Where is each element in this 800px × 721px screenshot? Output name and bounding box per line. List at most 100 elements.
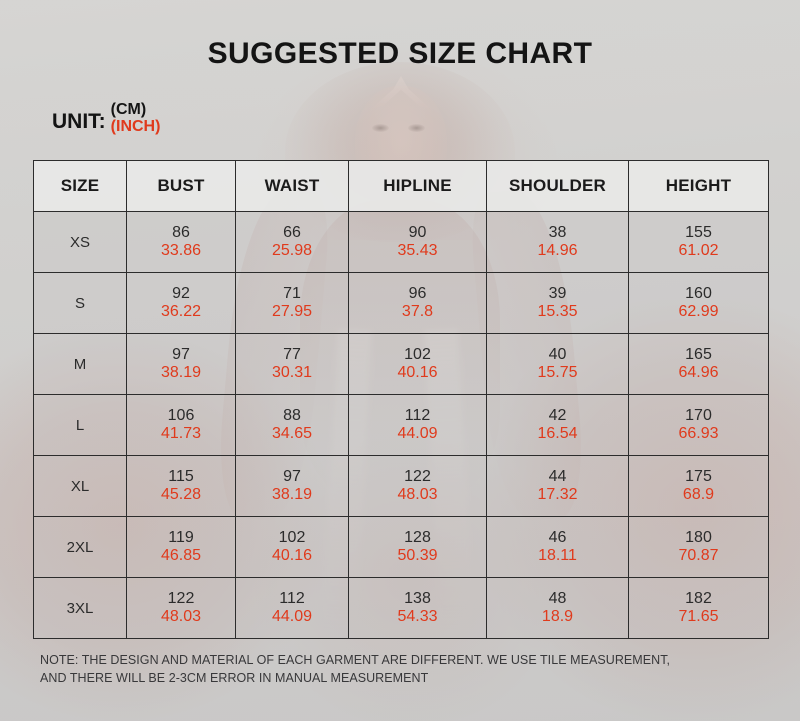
cell-bust: 115 45.28 xyxy=(126,455,236,517)
value-cm: 182 xyxy=(685,590,712,608)
cell-height: 180 70.87 xyxy=(628,516,769,578)
cell-size: M xyxy=(33,333,127,395)
value-cm: 97 xyxy=(283,468,301,486)
value-cm: 88 xyxy=(283,407,301,425)
unit-label: UNIT: xyxy=(52,109,106,133)
note-line-2: AND THERE WILL BE 2-3CM ERROR IN MANUAL … xyxy=(40,671,429,686)
page-title: SUGGESTED SIZE CHART xyxy=(207,37,593,70)
value-cm: 155 xyxy=(685,224,712,242)
value-inch: 41.73 xyxy=(160,425,202,442)
cell-height: 182 71.65 xyxy=(628,577,769,639)
cell-size: 2XL xyxy=(33,516,127,578)
value-cm: 92 xyxy=(172,285,190,303)
value-cm: 97 xyxy=(172,346,190,364)
value-cm: 46 xyxy=(548,529,567,547)
table-row: M 97 38.19 77 30.31 102 40.16 40 xyxy=(33,333,769,395)
background-figure-eye-left xyxy=(372,124,389,132)
value-cm: 180 xyxy=(685,529,712,547)
table-row: L 106 41.73 88 34.65 112 44.09 42 xyxy=(33,394,769,456)
table-row: 3XL 122 48.03 112 44.09 138 54.33 48 xyxy=(33,577,769,639)
value-cm: 102 xyxy=(278,529,306,547)
value-inch: 36.22 xyxy=(160,303,202,320)
cell-bust: 97 38.19 xyxy=(126,333,236,395)
value-inch: 62.99 xyxy=(678,303,719,320)
cell-bust: 119 46.85 xyxy=(126,516,236,578)
value-cm: 40 xyxy=(548,346,567,364)
value-cm: 170 xyxy=(685,407,712,425)
value-cm: 77 xyxy=(283,346,301,364)
value-cm: 86 xyxy=(172,224,190,242)
cell-bust: 122 48.03 xyxy=(126,577,236,639)
value-inch: 25.98 xyxy=(271,242,313,259)
value-cm: 90 xyxy=(408,224,427,242)
value-inch: 44.09 xyxy=(271,608,313,625)
value-inch: 38.19 xyxy=(271,486,313,503)
cell-size: 3XL xyxy=(33,577,127,639)
value-inch: 61.02 xyxy=(678,242,719,259)
value-inch: 40.16 xyxy=(397,364,438,381)
value-cm: 71 xyxy=(283,285,301,303)
table-row: S 92 36.22 71 27.95 96 37.8 39 xyxy=(33,272,769,334)
value-cm: 102 xyxy=(404,346,431,364)
value-inch: 48.03 xyxy=(160,608,202,625)
value-cm: 115 xyxy=(168,468,194,486)
value-cm: 96 xyxy=(408,285,427,303)
value-cm: 175 xyxy=(685,468,712,486)
table-row: XL 115 45.28 97 38.19 122 48.03 44 xyxy=(33,455,769,517)
background-figure-crown xyxy=(370,76,432,110)
value-cm: 165 xyxy=(685,346,712,364)
value-inch: 35.43 xyxy=(397,242,438,259)
cell-waist: 66 25.98 xyxy=(235,211,349,273)
cell-height: 165 64.96 xyxy=(628,333,769,395)
cell-hipline: 122 48.03 xyxy=(348,455,487,517)
column-header-hipline: HIPLINE xyxy=(348,160,487,212)
value-inch: 44.09 xyxy=(397,425,438,442)
measurement-note: NOTE: THE DESIGN AND MATERIAL OF EACH GA… xyxy=(40,651,760,687)
unit-cm-label: (CM) xyxy=(110,101,147,118)
value-inch: 40.16 xyxy=(271,547,313,564)
value-inch: 50.39 xyxy=(397,547,438,564)
cell-hipline: 128 50.39 xyxy=(348,516,487,578)
cell-height: 155 61.02 xyxy=(628,211,769,273)
value-inch: 68.9 xyxy=(682,486,715,503)
cell-size: XS xyxy=(33,211,127,273)
cell-waist: 97 38.19 xyxy=(235,455,349,517)
unit-inch-label: (INCH) xyxy=(110,117,161,135)
cell-shoulder: 38 14.96 xyxy=(486,211,629,273)
column-header-shoulder: SHOULDER xyxy=(486,160,629,212)
cell-size: S xyxy=(33,272,127,334)
value-inch: 14.96 xyxy=(537,242,578,259)
value-inch: 17.32 xyxy=(537,486,578,503)
table-row: XS 86 33.86 66 25.98 90 35.43 38 xyxy=(33,211,769,273)
column-header-height: HEIGHT xyxy=(628,160,769,212)
table-body: XS 86 33.86 66 25.98 90 35.43 38 xyxy=(33,211,769,639)
value-inch: 18.11 xyxy=(538,547,577,564)
note-line-1: NOTE: THE DESIGN AND MATERIAL OF EACH GA… xyxy=(40,653,671,667)
value-cm: 112 xyxy=(279,590,305,608)
value-cm: 160 xyxy=(685,285,712,303)
cell-bust: 86 33.86 xyxy=(126,211,236,273)
cell-bust: 92 36.22 xyxy=(126,272,236,334)
value-cm: 138 xyxy=(404,590,431,608)
value-cm: 38 xyxy=(548,224,567,242)
value-cm: 42 xyxy=(548,407,567,425)
value-inch: 34.65 xyxy=(271,425,313,442)
value-inch: 66.93 xyxy=(678,425,719,442)
cell-hipline: 138 54.33 xyxy=(348,577,487,639)
cell-shoulder: 44 17.32 xyxy=(486,455,629,517)
value-cm: 122 xyxy=(404,468,431,486)
cell-hipline: 112 44.09 xyxy=(348,394,487,456)
cell-size: L xyxy=(33,394,127,456)
unit-legend: UNIT: (CM) (INCH) xyxy=(52,101,161,136)
cell-height: 160 62.99 xyxy=(628,272,769,334)
table-header-row: SIZE BUST WAIST HIPLINE SHOULDER HEIGHT xyxy=(33,160,769,212)
value-inch: 15.75 xyxy=(537,364,578,381)
cell-hipline: 90 35.43 xyxy=(348,211,487,273)
value-cm: 48 xyxy=(548,590,567,608)
cell-size: XL xyxy=(33,455,127,517)
cell-height: 170 66.93 xyxy=(628,394,769,456)
column-header-waist: WAIST xyxy=(235,160,349,212)
value-inch: 16.54 xyxy=(537,425,578,442)
value-inch: 70.87 xyxy=(678,547,719,564)
